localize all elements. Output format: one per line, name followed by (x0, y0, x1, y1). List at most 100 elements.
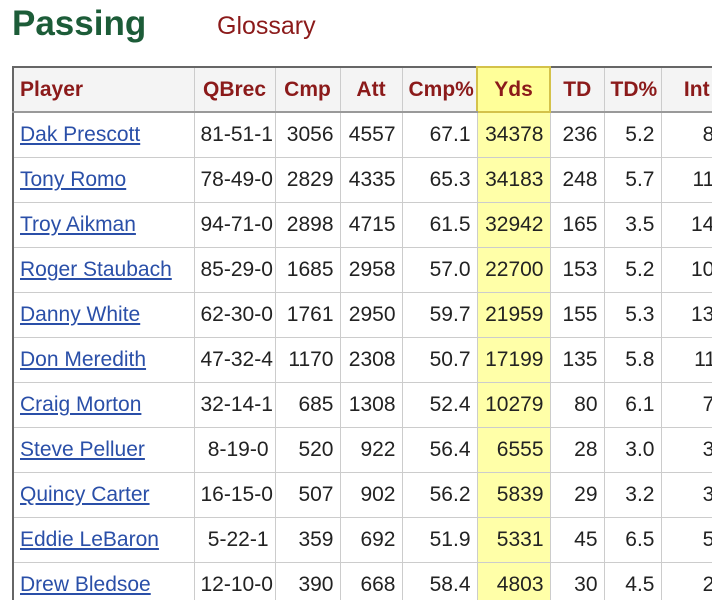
stat-cell: 155 (549, 292, 605, 338)
column-header[interactable]: Yds (476, 66, 551, 113)
stat-cell: 922 (339, 427, 403, 473)
player-cell: Troy Aikman (12, 202, 195, 248)
stat-cell: 117 (660, 157, 712, 203)
stat-cell: 4715 (339, 202, 403, 248)
player-link[interactable]: Eddie LeBaron (20, 528, 159, 551)
stat-cell: 902 (339, 472, 403, 518)
stat-cell: 78-49-0 (193, 157, 276, 203)
stat-cell: 3056 (274, 111, 341, 158)
stat-cell: 28 (549, 427, 605, 473)
column-header[interactable]: Cmp% (401, 66, 478, 113)
player-link[interactable]: Quincy Carter (20, 483, 150, 506)
stat-cell: 81-51-1 (193, 111, 276, 158)
player-row: Roger Staubach 85-29-0 1685 2958 57.0 22700 15… (12, 247, 712, 293)
player-cell: Don Meredith (12, 337, 195, 383)
stat-cell: 8-19-0 (193, 427, 276, 473)
stat-cell: 1761 (274, 292, 341, 338)
stat-cell: 47-32-4 (193, 337, 276, 383)
stat-cell: 85-29-0 (193, 247, 276, 293)
stat-cell: 50.7 (401, 337, 478, 383)
stat-cell: 141 (660, 202, 712, 248)
player-link[interactable]: Steve Pelluer (20, 438, 145, 461)
stat-cell: 30 (549, 562, 605, 600)
stat-cell: 132 (660, 292, 712, 338)
column-header[interactable]: Player (12, 66, 195, 113)
stat-cell: 53 (660, 517, 712, 563)
stat-cell: 5331 (476, 517, 551, 563)
stat-cell: 22700 (476, 247, 551, 293)
section-title: Passing (12, 4, 147, 43)
stat-cell: 6555 (476, 427, 551, 473)
stat-cell: 12-10-0 (193, 562, 276, 600)
stat-cell: 21959 (476, 292, 551, 338)
player-link[interactable]: Dak Prescott (20, 123, 141, 146)
stat-cell: 67.1 (401, 111, 478, 158)
stat-cell: 17199 (476, 337, 551, 383)
stat-cell: 3.0 (603, 427, 662, 473)
player-link[interactable]: Tony Romo (20, 168, 127, 191)
player-cell: Craig Morton (12, 382, 195, 428)
stat-cell: 45 (549, 517, 605, 563)
stat-cell: 2958 (339, 247, 403, 293)
stat-cell: 5.2 (603, 111, 662, 158)
stat-cell: 5.3 (603, 292, 662, 338)
column-header[interactable]: Cmp (274, 66, 341, 113)
stat-cell: 685 (274, 382, 341, 428)
column-header[interactable]: QBrec (193, 66, 276, 113)
player-row: Troy Aikman 94-71-0 2898 4715 61.5 32942 165 3.… (12, 202, 712, 248)
glossary-link[interactable]: Glossary (217, 12, 316, 40)
stat-cell: 59.7 (401, 292, 478, 338)
stat-cell: 65.3 (401, 157, 478, 203)
stat-cell: 4803 (476, 562, 551, 600)
stat-cell: 3.5 (603, 202, 662, 248)
table-wrap: Player QBrec Cmp Att Cmp% Yds TD TD% Int Dak Pre… (12, 66, 712, 600)
stat-cell: 6.1 (603, 382, 662, 428)
stat-cell: 390 (274, 562, 341, 600)
stat-cell: 29 (549, 472, 605, 518)
stats-table: Player QBrec Cmp Att Cmp% Yds TD TD% Int Dak Pre… (12, 66, 712, 600)
stat-cell: 135 (549, 337, 605, 383)
stat-cell: 5839 (476, 472, 551, 518)
column-header[interactable]: TD% (603, 66, 662, 113)
stat-cell: 2829 (274, 157, 341, 203)
stat-cell: 89 (660, 111, 712, 158)
player-cell: Drew Bledsoe (12, 562, 195, 600)
player-link[interactable]: Drew Bledsoe (20, 573, 151, 596)
stat-cell: 248 (549, 157, 605, 203)
stat-cell: 2898 (274, 202, 341, 248)
stat-cell: 6.5 (603, 517, 662, 563)
stat-cell: 153 (549, 247, 605, 293)
stat-cell: 94-71-0 (193, 202, 276, 248)
stat-cell: 5.7 (603, 157, 662, 203)
stat-cell: 16-15-0 (193, 472, 276, 518)
stat-cell: 38 (660, 427, 712, 473)
player-cell: Eddie LeBaron (12, 517, 195, 563)
stat-cell: 73 (660, 382, 712, 428)
stat-cell: 61.5 (401, 202, 478, 248)
player-cell: Steve Pelluer (12, 427, 195, 473)
player-cell: Roger Staubach (12, 247, 195, 293)
stat-cell: 2950 (339, 292, 403, 338)
stat-cell: 5-22-1 (193, 517, 276, 563)
stat-cell: 80 (549, 382, 605, 428)
stat-cell: 5.2 (603, 247, 662, 293)
column-header[interactable]: Att (339, 66, 403, 113)
column-header[interactable]: TD (549, 66, 605, 113)
stat-cell: 10279 (476, 382, 551, 428)
column-header[interactable]: Int (660, 66, 712, 113)
player-cell: Dak Prescott (12, 111, 195, 158)
player-link[interactable]: Troy Aikman (20, 213, 136, 236)
stat-cell: 57.0 (401, 247, 478, 293)
player-link[interactable]: Roger Staubach (20, 258, 172, 281)
stat-cell: 1170 (274, 337, 341, 383)
player-link[interactable]: Craig Morton (20, 393, 142, 416)
stat-cell: 51.9 (401, 517, 478, 563)
stat-cell: 3.2 (603, 472, 662, 518)
player-link[interactable]: Don Meredith (20, 348, 147, 371)
player-row: Dak Prescott 81-51-1 3056 4557 67.1 34378 236 5… (12, 111, 712, 158)
stat-cell: 668 (339, 562, 403, 600)
table-body: Dak Prescott 81-51-1 3056 4557 67.1 34378 236 5… (12, 111, 712, 600)
player-link[interactable]: Danny White (20, 303, 141, 326)
stat-cell: 111 (660, 337, 712, 383)
